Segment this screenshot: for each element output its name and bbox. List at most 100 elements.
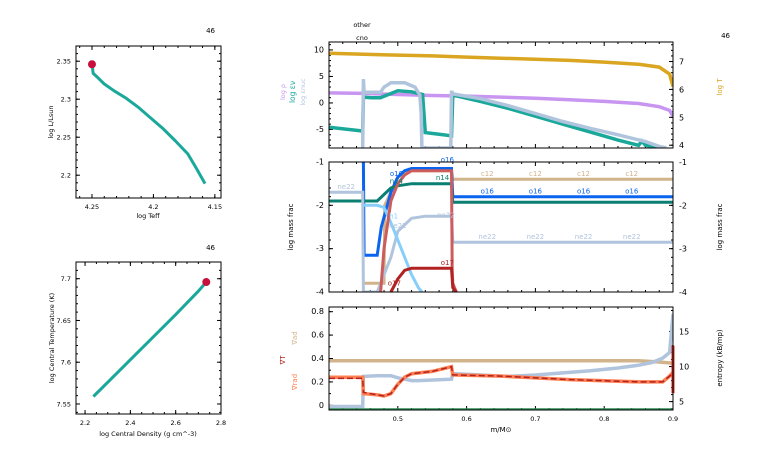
- y2label-log-t: log T: [716, 78, 724, 96]
- mid-y2label: log mass frac: [716, 203, 724, 250]
- hr-track-line: [90, 64, 207, 185]
- ylabel-log-eps-nu: log εν: [288, 81, 297, 103]
- isotope-label: ne22: [527, 233, 545, 241]
- isotope-label: c12: [577, 170, 590, 178]
- y2-tick-label: -1: [679, 158, 687, 167]
- y2-tick-label: 5: [679, 113, 684, 122]
- profile-bottom-panel: 0.5 0.6 0.7 0.8 0.9 0 0.2 0.4 0.6 0.8 5 10 15 m/M⊙ ∇…: [279, 306, 724, 434]
- isotope-label: ne22: [389, 222, 407, 230]
- ylabel-grad-t: ∇T: [279, 355, 287, 366]
- isotope-label: ne22: [337, 183, 355, 191]
- y2-tick-label: -4: [679, 288, 687, 297]
- isotope-label: c12: [529, 170, 542, 178]
- abundance-line-h1: [363, 203, 424, 292]
- central-rho-t-track-line: [92, 281, 208, 398]
- isotope-label: o16: [577, 188, 591, 196]
- y2-tick-label: -3: [679, 245, 687, 254]
- ylabel-grad-rad: ∇rad: [291, 374, 299, 391]
- isotope-label: o16: [481, 188, 495, 196]
- y-tick-label: 0.8: [311, 307, 324, 316]
- x-tick-label: 0.5: [393, 415, 403, 423]
- profile-bottom-frame: [328, 306, 674, 411]
- hr-frame: [75, 45, 222, 199]
- hr-diagram-panel: 46 4.25 4.2 4.15 2.2 2.25 2.3 2.35 log Teff lo…: [47, 27, 222, 220]
- ylabel-log-eps-nuc: log εnuc: [299, 78, 307, 106]
- y-tick-label: 0.2: [311, 377, 324, 386]
- profile-top-frame: [328, 41, 674, 149]
- isotope-label: o17: [388, 280, 401, 288]
- y-tick-label: -2: [316, 201, 324, 210]
- x-tick-label: 4.25: [85, 203, 99, 211]
- gradient-line-grad-T: [329, 365, 673, 397]
- isotope-label: o16: [529, 188, 543, 196]
- profile-line-log-rho: [329, 91, 673, 118]
- isotope-label: o17: [441, 259, 454, 267]
- y-tick-label: 5: [319, 72, 324, 81]
- isotope-label: o16: [390, 170, 404, 178]
- profile-title: 46: [721, 32, 730, 40]
- y-tick-label: 2.25: [57, 134, 71, 142]
- y-tick-label: 2.3: [61, 96, 71, 104]
- bottom-y2label: entropy (kB/mp): [716, 329, 724, 387]
- abundance-line-o17: [389, 266, 458, 292]
- isotope-label: o16: [441, 156, 455, 164]
- y-tick-label: 7.65: [57, 317, 71, 325]
- abundance-line-n14: [329, 182, 673, 204]
- y-tick-label: -5: [316, 125, 324, 134]
- gradient-line-grad-rad: [329, 364, 673, 398]
- gradient-line-grad-ad: [329, 359, 673, 365]
- isotope-label: ne22: [623, 233, 641, 241]
- x-tick-label: 2.2: [80, 419, 90, 427]
- isotope-label: h1: [389, 212, 398, 220]
- rho-t-xlabel: log Central Density (g cm^-3): [99, 430, 197, 438]
- x-tick-label: 0.9: [668, 415, 678, 423]
- profile-mid-panel: -4-3-2-1-4-3-2-1ne22o16n14h1ne22o16n14ne…: [287, 156, 724, 297]
- y-tick-label: 0.4: [311, 354, 324, 363]
- central-rho-t-panel: 46 2.2 2.4 2.6 2.8 7.55 7.6 7.65 7.7 log Centra…: [48, 244, 226, 438]
- isotope-label: o16: [625, 188, 639, 196]
- ylabel-grad-ad: ∇ad: [291, 331, 299, 345]
- hr-title: 46: [206, 27, 215, 35]
- rho-t-ylabel: log Central Temperature (K): [48, 293, 56, 383]
- rho-t-frame: [75, 261, 222, 415]
- profile-top-panel: other cno 46 -5 0 5 10 4 5 6 7 log ρ log εν log…: [279, 21, 731, 150]
- profile-line-log-t: [329, 51, 673, 88]
- isotope-label: n14: [436, 174, 450, 182]
- isotope-label: c12: [481, 170, 494, 178]
- hr-xlabel: log Teff: [136, 212, 160, 220]
- profile-mid-frame: [328, 161, 674, 293]
- mid-ylabel: log mass frac: [287, 203, 295, 250]
- y-tick-label: 0: [319, 401, 324, 410]
- x-tick-label: 4.2: [148, 203, 158, 211]
- y-tick-label: -4: [316, 288, 324, 297]
- y2-tick-label: 10: [679, 363, 689, 372]
- isotope-label: ne22: [478, 233, 496, 241]
- profile-line-log-eps_nuc: [360, 79, 667, 148]
- profile-line-log-eps_nu: [329, 89, 667, 148]
- y2-tick-label: -2: [679, 201, 687, 210]
- x-tick-label: 2.4: [125, 419, 135, 427]
- x-tick-label: 4.15: [208, 203, 222, 211]
- isotope-label: ne22: [437, 211, 455, 219]
- hr-ylabel: log L/Lsun: [47, 105, 55, 138]
- y-tick-label: 7.6: [61, 359, 71, 367]
- y2-tick-label: 7: [679, 58, 684, 67]
- y2-tick-label: 6: [679, 85, 684, 94]
- current-model-marker: [87, 60, 96, 69]
- y-tick-label: 7.7: [61, 275, 71, 283]
- x-tick-label: 2.8: [216, 419, 226, 427]
- y-tick-label: 2.35: [57, 58, 71, 66]
- y-tick-label: 7.55: [57, 400, 71, 408]
- x-tick-label: 0.8: [599, 415, 609, 423]
- current-model-marker: [202, 278, 211, 287]
- y2-tick-label: 5: [679, 398, 684, 407]
- y2-tick-label: 4: [679, 141, 684, 150]
- profile-label-cno: cno: [356, 34, 368, 42]
- x-tick-label: 0.7: [530, 415, 540, 423]
- y2-tick-label: 15: [679, 328, 689, 337]
- x-tick-label: 2.6: [171, 419, 181, 427]
- isotope-label: n14: [390, 178, 404, 186]
- profile-label-other: other: [353, 21, 371, 29]
- rho-t-title: 46: [206, 244, 215, 252]
- bottom-xlabel: m/M⊙: [490, 426, 511, 434]
